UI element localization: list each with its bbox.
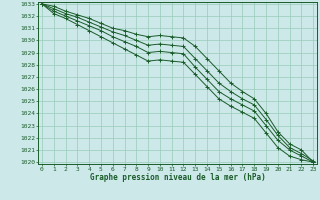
X-axis label: Graphe pression niveau de la mer (hPa): Graphe pression niveau de la mer (hPa) [90, 173, 266, 182]
